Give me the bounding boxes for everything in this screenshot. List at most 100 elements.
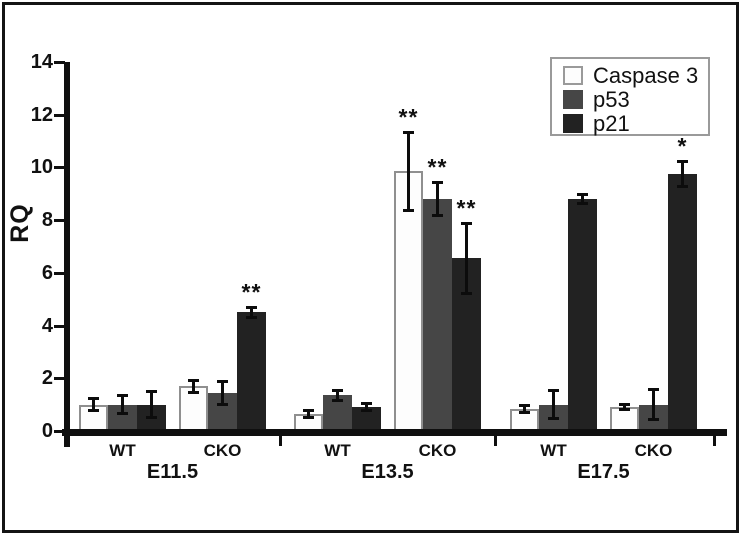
error-bar-cap (403, 130, 414, 134)
error-bar-cap (519, 403, 530, 407)
error-bar-cap (577, 202, 588, 206)
error-bar (652, 388, 655, 421)
error-bar (92, 398, 95, 412)
error-bar-cap (146, 390, 157, 394)
legend-label: Caspase 3 (593, 63, 699, 88)
significance-marker: ** (427, 153, 448, 180)
error-bar (465, 222, 468, 294)
error-bar (623, 404, 626, 411)
y-tick-label: 0 (41, 420, 53, 442)
condition-label: CKO (634, 441, 673, 460)
error-bar (192, 379, 195, 393)
error-bar-cap (88, 409, 99, 413)
error-bar-cap (432, 214, 443, 218)
error-bar (552, 390, 555, 420)
error-bar-cap (519, 410, 530, 414)
y-tick (54, 271, 65, 275)
error-bar-cap (246, 315, 257, 319)
bar-e13-5-cko-p53 (423, 199, 452, 431)
legend-swatch-p21 (563, 114, 583, 133)
y-tick (54, 430, 65, 433)
y-tick-label: 14 (30, 51, 53, 73)
error-bar-cap (548, 389, 559, 393)
error-bar-cap (619, 408, 630, 412)
error-bar-cap (677, 185, 688, 189)
significance-marker: ** (241, 279, 262, 306)
error-bar-cap (217, 402, 228, 406)
condition-label: WT (324, 441, 351, 460)
x-axis-line (62, 429, 727, 436)
error-bar-cap (577, 192, 588, 196)
error-bar-cap (648, 387, 659, 391)
error-bar-cap (117, 411, 128, 415)
condition-label: CKO (203, 441, 242, 460)
y-tick (54, 113, 65, 117)
error-bar (436, 181, 439, 217)
error-bar (121, 395, 124, 414)
condition-label: WT (540, 441, 567, 460)
error-bar-cap (461, 221, 472, 225)
error-bar-cap (88, 397, 99, 401)
error-bar-cap (648, 418, 659, 422)
error-bar-cap (548, 417, 559, 421)
significance-marker: ** (398, 103, 419, 130)
error-bar (336, 390, 339, 401)
error-bar-cap (677, 159, 688, 163)
y-tick (54, 324, 65, 328)
legend-label: p21 (593, 111, 630, 136)
bar-e11-5-cko-p21 (237, 312, 266, 431)
significance-marker: ** (456, 194, 477, 221)
y-axis-title: RQ (6, 203, 34, 243)
bar-e17-5-cko-p21 (668, 174, 697, 431)
error-bar (523, 404, 526, 413)
legend-label: p53 (593, 87, 630, 112)
y-tick-label: 10 (30, 156, 53, 179)
error-bar-cap (332, 389, 343, 393)
bar-e17-5-wt-p21 (568, 199, 597, 431)
y-tick (54, 219, 65, 223)
y-axis-line (64, 62, 70, 447)
error-bar-cap (117, 394, 128, 398)
error-bar (250, 307, 253, 318)
bar-e13-5-cko-caspase-3 (394, 171, 423, 431)
y-tick-label: 4 (41, 314, 53, 337)
legend-swatch-p53 (563, 90, 583, 109)
error-bar-cap (303, 408, 314, 412)
group-label: E13.5 (361, 461, 414, 483)
error-bar-cap (361, 402, 372, 406)
legend-item: p21 (563, 112, 708, 135)
error-bar-cap (146, 415, 157, 419)
error-bar-cap (619, 403, 630, 407)
y-tick-label: 6 (41, 261, 53, 284)
group-label: E11.5 (146, 461, 199, 483)
error-bar (681, 160, 684, 188)
error-bar (581, 193, 584, 205)
bar-e13-5-wt-p21 (352, 407, 381, 431)
x-separator-tick (279, 433, 282, 446)
condition-label: WT (109, 441, 136, 460)
legend-item: Caspase 3 (563, 64, 708, 87)
error-bar-cap (188, 378, 199, 382)
error-bar (407, 131, 410, 211)
y-tick-label: 8 (41, 209, 53, 232)
y-tick (54, 166, 65, 170)
error-bar-cap (303, 415, 314, 419)
x-separator-tick (494, 433, 497, 446)
error-bar-cap (432, 180, 443, 184)
error-bar (150, 391, 153, 418)
group-label: E17.5 (577, 461, 630, 483)
x-separator-tick (713, 433, 716, 446)
y-tick-label: 12 (30, 103, 53, 126)
legend-item: p53 (563, 88, 708, 111)
error-bar-cap (188, 390, 199, 394)
error-bar-cap (361, 409, 372, 413)
significance-marker: * (677, 132, 688, 159)
error-bar (307, 409, 310, 418)
error-bar-cap (332, 398, 343, 402)
y-tick (54, 377, 65, 381)
error-bar-cap (403, 208, 414, 212)
condition-label: CKO (418, 441, 457, 460)
error-bar-cap (461, 291, 472, 295)
